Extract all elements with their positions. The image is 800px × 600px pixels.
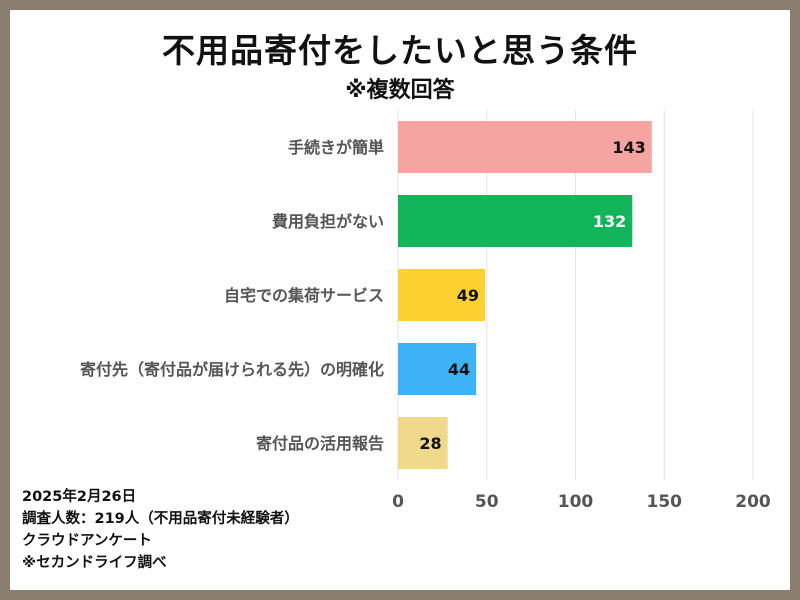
bar (398, 269, 485, 321)
category-label: 寄付品の活用報告 (256, 434, 384, 453)
chart-subtitle: ※複数回答 (345, 78, 455, 103)
bar (398, 121, 652, 173)
bar-value-label: 49 (457, 286, 479, 305)
survey-notes: 2025年2月26日 調査人数：219人（不用品寄付未経験者） クラウドアンケー… (22, 486, 299, 574)
bar (398, 343, 477, 395)
category-label: 手続きが簡単 (288, 138, 384, 157)
bar-chart: 143 手続きが簡単 132 費用負担がない 49 自宅での集荷サービス 44 寄付先（寄付品… (80, 110, 771, 512)
survey-source: ※セカンドライフ調べ (22, 555, 167, 571)
bar-value-label: 28 (419, 434, 441, 453)
x-tick-label: 0 (392, 492, 404, 512)
bar-value-label: 143 (612, 138, 645, 157)
bar-value-label: 132 (593, 212, 626, 231)
bar (398, 195, 633, 247)
survey-respondents: 調査人数：219人（不用品寄付未経験者） (22, 511, 299, 527)
x-tick-label: 50 (475, 492, 499, 512)
chart-title: 不用品寄付をしたいと思う条件 (162, 31, 638, 70)
category-label: 寄付先（寄付品が届けられる先）の明確化 (80, 360, 384, 379)
bar-value-label: 44 (448, 360, 470, 379)
survey-date: 2025年2月26日 (22, 489, 137, 505)
x-tick-label: 150 (647, 492, 683, 512)
x-tick-label: 200 (735, 492, 771, 512)
x-tick-label: 100 (558, 492, 594, 512)
category-label: 費用負担がない (272, 212, 384, 231)
survey-method: クラウドアンケート (22, 533, 152, 549)
chart-card: 不用品寄付をしたいと思う条件 ※複数回答 143 手続きが簡単 132 費用負担がない… (10, 10, 790, 590)
bar (398, 417, 448, 469)
category-label: 自宅での集荷サービス (224, 286, 384, 305)
